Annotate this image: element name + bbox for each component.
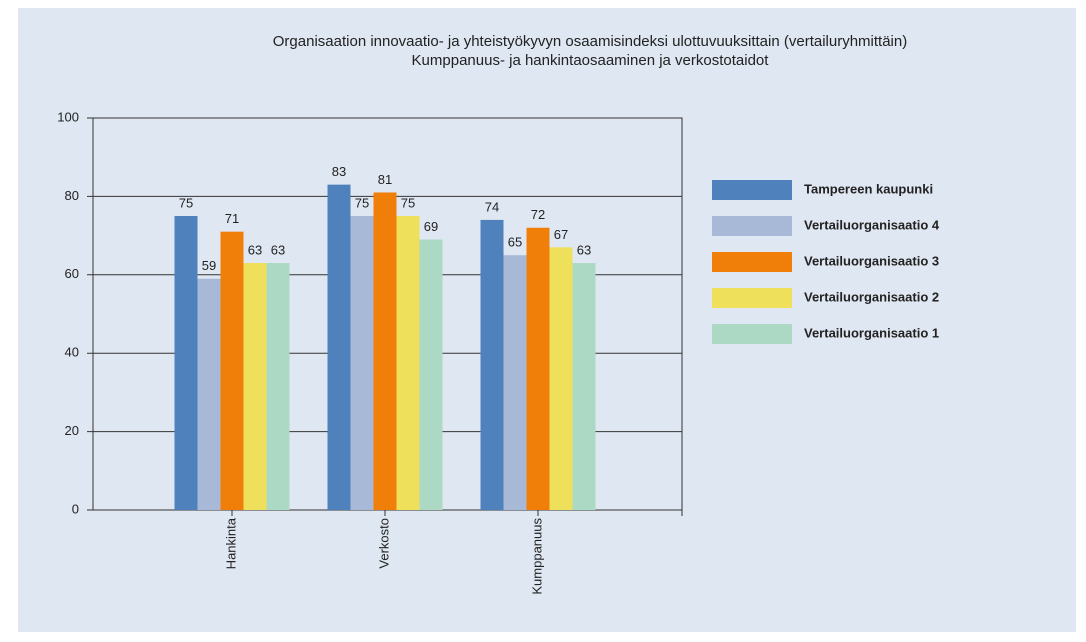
data-label: 75: [355, 195, 369, 210]
data-label: 71: [225, 211, 239, 226]
chart-title: Organisaation innovaatio- ja yhteistyöky…: [273, 33, 907, 50]
data-label: 72: [531, 207, 545, 222]
bar: [572, 263, 596, 510]
y-tick-label: 80: [65, 188, 79, 203]
bar: [419, 239, 443, 510]
legend-label: Vertailuorganisaatio 3: [804, 253, 939, 268]
data-label: 75: [179, 195, 193, 210]
legend-label: Tampereen kaupunki: [804, 181, 933, 196]
bar: [350, 216, 374, 510]
data-label: 81: [378, 172, 392, 187]
bar: [480, 219, 504, 511]
bar: [396, 216, 420, 510]
legend-swatch: [712, 252, 792, 272]
bar: [220, 231, 244, 510]
data-label: 74: [485, 199, 499, 214]
data-label: 65: [508, 235, 522, 250]
legend-swatch: [712, 180, 792, 200]
y-tick-label: 100: [57, 109, 79, 124]
data-label: 67: [554, 227, 568, 242]
data-label: 75: [401, 195, 415, 210]
legend-label: Vertailuorganisaatio 2: [804, 289, 939, 304]
bar: [266, 263, 290, 510]
data-label: 59: [202, 258, 216, 273]
bar: [526, 227, 550, 510]
legend-label: Vertailuorganisaatio 4: [804, 217, 940, 232]
x-tick-label: Kumppanuus: [529, 518, 544, 595]
y-tick-label: 60: [65, 266, 79, 281]
legend-swatch: [712, 288, 792, 308]
legend-swatch: [712, 324, 792, 344]
y-tick-label: 0: [72, 501, 79, 516]
legend-swatch: [712, 216, 792, 236]
bar: [549, 247, 573, 511]
y-tick-label: 20: [65, 423, 79, 438]
x-tick-label: Verkosto: [376, 518, 391, 569]
bar: [373, 192, 397, 511]
legend-label: Vertailuorganisaatio 1: [804, 325, 939, 340]
bar: [243, 263, 267, 510]
data-label: 63: [271, 242, 285, 257]
bar: [503, 255, 527, 510]
chart-subtitle: Kumppanuus- ja hankintaosaaminen ja verk…: [412, 52, 770, 69]
data-label: 63: [248, 242, 262, 257]
bar: [327, 184, 351, 510]
y-tick-label: 40: [65, 345, 79, 360]
bar: [174, 216, 198, 510]
bar: [197, 278, 221, 510]
data-label: 63: [577, 242, 591, 257]
data-label: 69: [424, 219, 438, 234]
data-label: 83: [332, 164, 346, 179]
x-tick-label: Hankinta: [223, 517, 238, 569]
